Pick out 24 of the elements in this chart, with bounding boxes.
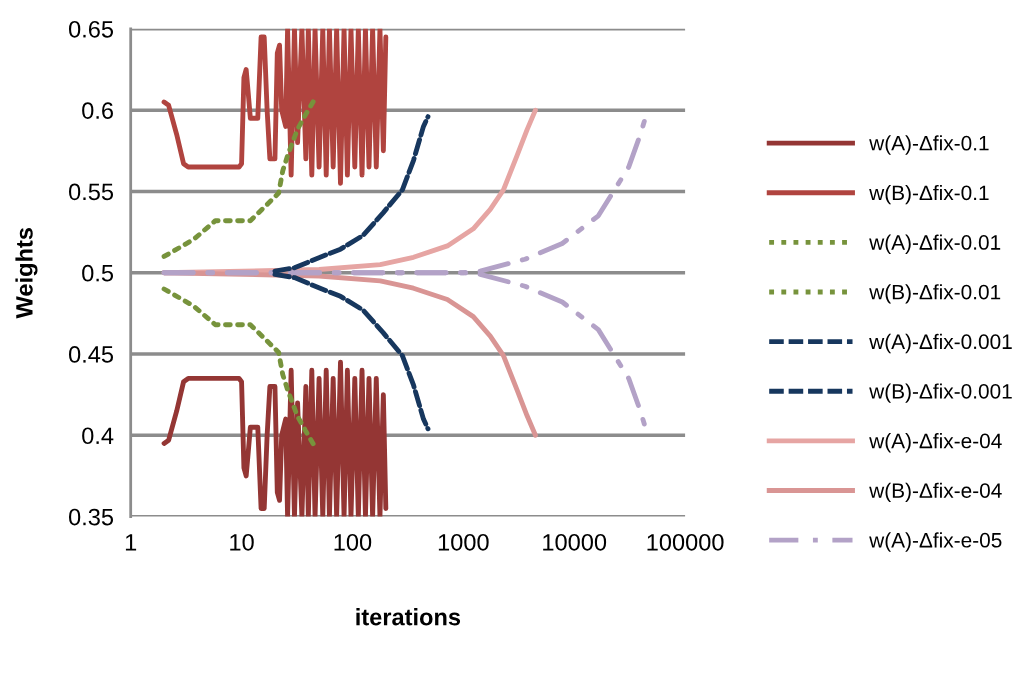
y-axis-title: Weights (15, 228, 38, 319)
y-tick-label: 0.4 (82, 427, 114, 445)
legend-label: w(B)-Δfix-0.01 (869, 284, 1001, 304)
legend-label: w(B)-Δfix-e-04 (869, 482, 1002, 503)
y-tick-label: 0.45 (68, 346, 114, 363)
x-tick-label: 100 (334, 533, 372, 551)
legend-label: w(A)-Δfix-0.01 (869, 234, 1001, 254)
legend-label: w(B)-Δfix-0.1 (869, 184, 989, 205)
y-tick-label: 0.6 (82, 102, 113, 119)
y-tick-label: 0.65 (68, 20, 114, 38)
x-tick-label: 100000 (647, 533, 724, 551)
y-tick-label: 0.55 (68, 183, 114, 201)
x-tick-label: 10 (230, 533, 254, 551)
legend-label: w(B)-Δfix-0.001 (869, 383, 1012, 403)
y-tick-label: 0.5 (82, 264, 114, 282)
legend-label: w(A)-Δfix-e-04 (869, 433, 1002, 453)
legend-label: w(A)-Δfix-0.1 (869, 135, 989, 155)
legend-label: w(A)-Δfix-0.001 (869, 333, 1012, 354)
y-tick-label: 0.35 (68, 508, 114, 526)
x-tick-label: 1000 (438, 533, 489, 551)
x-tick-label: 1 (125, 534, 137, 551)
x-axis-title: iterations (356, 608, 461, 626)
x-tick-label: 10000 (543, 533, 607, 551)
legend-label: w(A)-Δfix-e-05 (869, 532, 1002, 552)
